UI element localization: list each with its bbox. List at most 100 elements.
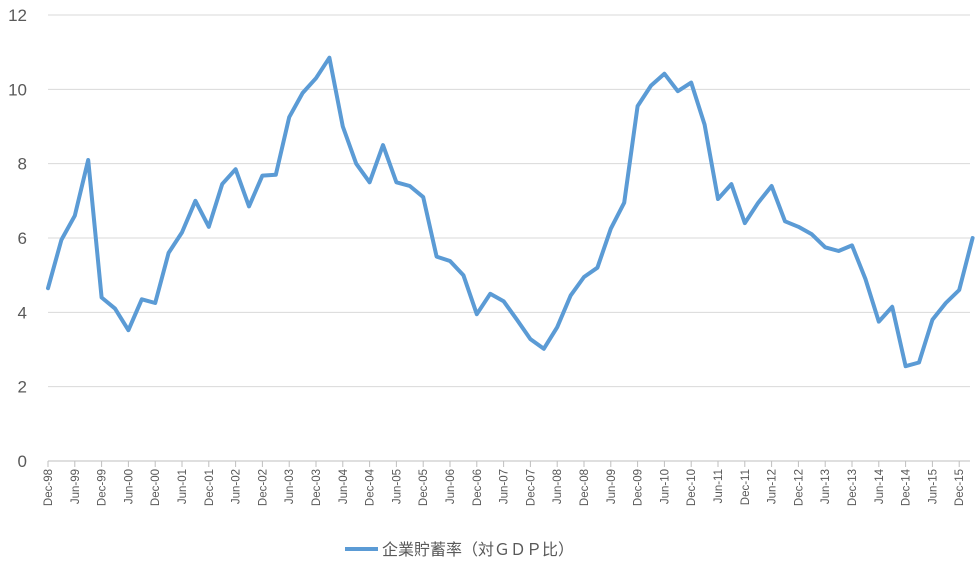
x-tick-label: Dec-13 [847, 469, 859, 506]
y-tick-label: 10 [8, 80, 27, 99]
data-point [408, 184, 412, 188]
data-point [837, 249, 841, 253]
data-point [207, 225, 211, 229]
data-point [113, 307, 117, 311]
data-point [234, 167, 238, 171]
data-point [126, 328, 130, 332]
data-point [944, 301, 948, 305]
data-point [381, 143, 385, 147]
data-point [461, 273, 465, 277]
data-point [180, 230, 184, 234]
y-tick-label: 8 [18, 155, 27, 174]
data-point [515, 318, 519, 322]
x-axis-ticks: Dec-98 Jun-99 Dec-99 Jun-00 Dec-00 Jun-01 Dec-… [43, 461, 966, 506]
y-tick-label: 12 [8, 6, 27, 25]
data-point [716, 197, 720, 201]
data-point [863, 277, 867, 281]
data-point [193, 199, 197, 203]
data-point [582, 275, 586, 279]
y-tick-label: 6 [18, 229, 27, 248]
data-point [890, 305, 894, 309]
x-tick-label: Dec-11 [740, 469, 752, 505]
data-point [100, 295, 104, 299]
data-point [421, 195, 425, 199]
data-point [327, 56, 331, 60]
data-point [904, 364, 908, 368]
x-tick-label: Dec-09 [633, 469, 645, 506]
x-tick-label: Dec-12 [793, 469, 805, 506]
data-point [595, 266, 599, 270]
data-point [676, 89, 680, 93]
data-point [435, 255, 439, 259]
x-tick-label: Dec-10 [686, 469, 698, 506]
gridlines [48, 14, 970, 462]
data-point [703, 123, 707, 127]
x-tick-label: Dec-99 [97, 469, 109, 506]
data-point [394, 180, 398, 184]
data-point [622, 201, 626, 205]
data-point [341, 125, 345, 129]
data-point [917, 361, 921, 365]
data-point [770, 184, 774, 188]
x-tick-label: Dec-98 [43, 469, 55, 506]
legend: 企業貯蓄率（対ＧＤＰ比） [345, 540, 574, 559]
x-tick-label: Jun-01 [177, 469, 189, 504]
x-tick-label: Jun-13 [820, 469, 832, 504]
x-tick-label: Jun-11 [713, 469, 725, 503]
data-point [502, 299, 506, 303]
data-point [555, 325, 559, 329]
x-tick-label: Jun-06 [445, 469, 457, 504]
x-tick-label: Dec-03 [311, 469, 323, 506]
x-tick-label: Dec-01 [204, 469, 216, 506]
data-point [569, 294, 573, 298]
data-point [850, 243, 854, 247]
data-point [260, 174, 264, 178]
x-tick-label: Jun-14 [874, 468, 886, 504]
x-tick-label: Jun-99 [70, 469, 82, 504]
series-line [46, 55, 975, 369]
x-tick-label: Jun-12 [767, 469, 779, 504]
x-tick-label: Jun-09 [606, 469, 618, 504]
data-point [301, 91, 305, 95]
data-point [609, 227, 613, 231]
data-point [528, 337, 532, 341]
x-tick-label: Dec-08 [579, 469, 591, 506]
data-point [448, 259, 452, 263]
data-point [810, 232, 814, 236]
x-tick-label: Dec-00 [150, 469, 162, 506]
data-point [274, 173, 278, 177]
x-tick-label: Dec-14 [901, 468, 913, 506]
x-tick-label: Jun-04 [338, 468, 350, 504]
data-point [167, 251, 171, 255]
data-point [220, 182, 224, 186]
data-point [73, 214, 77, 218]
data-point [140, 297, 144, 301]
y-axis-ticks: 0 2 4 6 8 10 12 [8, 6, 27, 471]
x-tick-label: Jun-02 [231, 469, 243, 504]
data-point [823, 245, 827, 249]
data-point [475, 312, 479, 316]
data-point [877, 320, 881, 324]
x-tick-label: Jun-15 [927, 469, 939, 504]
data-point [783, 219, 787, 223]
y-tick-label: 0 [18, 452, 27, 471]
data-point [957, 288, 961, 292]
data-point [796, 225, 800, 229]
data-point [636, 104, 640, 108]
series-layer [46, 55, 975, 369]
data-point [314, 76, 318, 80]
data-point [488, 292, 492, 296]
x-tick-label: Jun-08 [552, 469, 564, 504]
data-point [46, 286, 50, 290]
data-point [649, 84, 653, 88]
data-point [756, 201, 760, 205]
x-tick-label: Dec-15 [954, 469, 966, 506]
x-tick-label: Dec-05 [418, 469, 430, 506]
x-tick-label: Dec-04 [365, 468, 377, 506]
data-point [86, 158, 90, 162]
data-point [743, 221, 747, 225]
data-point [354, 162, 358, 166]
x-tick-label: Jun-10 [659, 469, 671, 504]
data-point [971, 236, 975, 240]
